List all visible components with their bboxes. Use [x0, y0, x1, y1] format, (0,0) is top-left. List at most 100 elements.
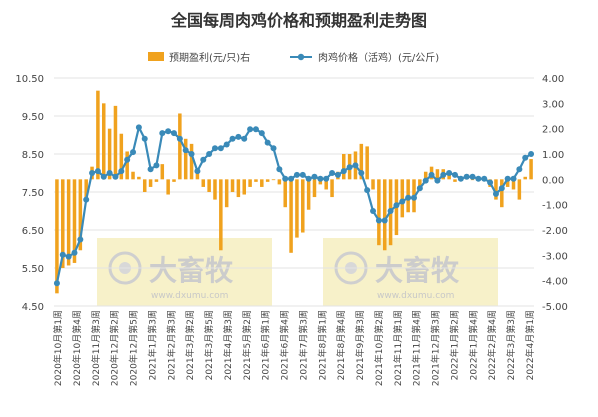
profit-bar: [382, 179, 387, 251]
price-point: [147, 166, 154, 173]
x-axis-labels: 2020年10月第1周 2020年10月第4周 2020年11月第3周 2020年12…: [52, 310, 536, 386]
profit-bar: [260, 179, 264, 187]
price-point: [334, 171, 341, 178]
price-point: [77, 236, 84, 243]
price-point: [258, 130, 265, 137]
profit-bar: [189, 143, 194, 180]
profit-bar: [166, 179, 170, 195]
right-tick-label: 3.00: [542, 99, 564, 110]
x-tick-label: 2021年10月第2周: [373, 310, 385, 386]
price-point: [241, 135, 248, 142]
x-tick-label: 2021年3月第5周: [203, 310, 215, 380]
profit-bar: [119, 133, 124, 180]
profit-bar: [529, 159, 533, 180]
price-point: [352, 162, 359, 169]
price-point: [100, 173, 107, 180]
price-point: [159, 130, 166, 137]
left-tick-label: 7.50: [22, 188, 44, 199]
price-point: [293, 171, 300, 178]
price-point: [200, 156, 207, 163]
price-point: [182, 147, 189, 154]
profit-bar: [72, 179, 77, 263]
profit-bar: [277, 179, 282, 185]
price-point: [206, 151, 213, 157]
profit-bar: [230, 179, 235, 192]
price-point: [194, 168, 201, 175]
price-point: [411, 194, 417, 201]
profit-bar: [271, 179, 276, 181]
price-point: [89, 170, 96, 176]
left-axis: 10.50 9.50 8.50 7.50 6.50 5.50 4.50: [15, 74, 44, 313]
price-line: [53, 124, 535, 287]
x-tick-label: 2022年2月第4周: [486, 310, 498, 380]
price-point: [440, 171, 447, 178]
profit-bar: [107, 128, 112, 180]
legend-bar-swatch: [148, 52, 164, 61]
price-point: [130, 149, 137, 156]
price-point: [65, 253, 72, 260]
left-tick-label: 10.50: [15, 74, 44, 85]
profit-bar: [359, 143, 364, 180]
x-tick-label: 2022年4月第1周: [524, 310, 536, 380]
profit-bar: [400, 179, 405, 218]
x-tick-label: 2020年11月第3周: [90, 310, 102, 386]
right-tick-label: 1.00: [542, 150, 564, 161]
price-point: [381, 217, 388, 224]
profit-bar: [371, 179, 375, 190]
price-point: [375, 217, 382, 224]
profit-bar: [154, 179, 159, 182]
profit-bar: [224, 179, 229, 208]
price-point: [463, 173, 470, 180]
price-point: [223, 141, 230, 148]
profit-bar: [289, 179, 293, 253]
price-point: [487, 179, 494, 186]
price-point: [393, 202, 400, 209]
price-point: [83, 196, 90, 203]
profit-bar: [172, 179, 176, 182]
price-point: [510, 175, 517, 182]
profit-bar: [517, 179, 522, 200]
legend: 预期盈利(元/只)右 肉鸡价格（活鸡）(元/公斤): [148, 51, 439, 64]
price-point: [276, 166, 283, 173]
x-tick-label: 2021年1月第3周: [146, 310, 158, 380]
price-point: [94, 168, 101, 175]
price-point: [516, 166, 523, 173]
price-point: [59, 251, 66, 258]
watermark-brand: 大畜牧: [375, 254, 460, 287]
profit-bar: [500, 179, 504, 208]
profit-bar: [324, 179, 328, 190]
price-point: [141, 135, 148, 142]
right-axis: 4.00 3.00 2.00 1.00 0.00 -1.00 -2.00 -3.00 -4.00…: [542, 74, 568, 313]
chart-title: 全国每周肉鸡价格和预期盈利走势图: [170, 11, 427, 30]
profit-bar: [178, 113, 182, 180]
price-point: [481, 175, 488, 182]
price-point: [504, 175, 511, 182]
price-point: [358, 170, 365, 176]
price-point: [135, 124, 142, 131]
price-point: [106, 170, 113, 176]
profit-bar: [219, 179, 223, 251]
price-point: [112, 173, 119, 180]
profit-bar: [125, 151, 129, 180]
profit-bar: [312, 179, 317, 198]
price-point: [264, 139, 271, 146]
price-point: [340, 168, 347, 175]
profit-bar: [435, 169, 440, 180]
right-tick-label: -3.00: [542, 251, 568, 262]
price-point: [124, 156, 131, 163]
price-point: [176, 135, 183, 142]
profit-bar: [113, 105, 118, 180]
price-point: [118, 168, 125, 175]
price-point: [434, 177, 441, 184]
price-point: [492, 190, 499, 197]
watermark-url: www.dxumu.com: [377, 291, 454, 301]
legend-line-label: 肉鸡价格（活鸡）(元/公斤): [318, 51, 439, 64]
price-point: [235, 133, 242, 140]
right-tick-label: -2.00: [542, 226, 568, 237]
watermarks: 大畜牧 www.dxumu.com 大畜牧 www.dxumu.com: [97, 238, 498, 306]
x-tick-label: 2021年12月第3周: [430, 310, 442, 386]
profit-bar: [453, 179, 457, 182]
price-point: [346, 164, 353, 171]
